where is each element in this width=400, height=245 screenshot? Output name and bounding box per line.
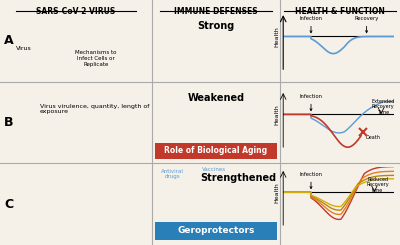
Text: C: C — [4, 198, 13, 211]
Text: Virus virulence, quantity, length of
exposure: Virus virulence, quantity, length of exp… — [40, 104, 149, 114]
Text: IMMUNE DEFENSES: IMMUNE DEFENSES — [174, 7, 258, 16]
Text: HEALTH & FUNCTION: HEALTH & FUNCTION — [295, 7, 385, 16]
Text: Antiviral
drugs: Antiviral drugs — [161, 169, 184, 179]
Text: Weakened: Weakened — [188, 93, 244, 103]
Text: Strengthened: Strengthened — [200, 173, 276, 183]
Text: Health: Health — [274, 104, 279, 125]
Text: Health: Health — [274, 26, 279, 47]
Text: Infection: Infection — [300, 94, 322, 111]
Text: SARS-CoV-2 VIRUS: SARS-CoV-2 VIRUS — [36, 7, 116, 16]
Text: Reduced
Recovery
time: Reduced Recovery time — [366, 177, 389, 193]
FancyBboxPatch shape — [155, 222, 277, 240]
Text: Health: Health — [274, 182, 279, 203]
Text: Virus: Virus — [16, 47, 32, 51]
Text: Extended
Recovery
Time: Extended Recovery Time — [372, 99, 395, 115]
Text: Vaccines: Vaccines — [202, 167, 226, 172]
Text: Mechanisms to
Infect Cells or
Replicate: Mechanisms to Infect Cells or Replicate — [75, 50, 117, 67]
Text: Role of Biological Aging: Role of Biological Aging — [164, 146, 268, 155]
Text: B: B — [4, 116, 14, 129]
Text: Infection: Infection — [300, 172, 322, 189]
Text: Recovery: Recovery — [354, 16, 379, 33]
Text: Infection: Infection — [300, 16, 322, 33]
Text: Geroprotectors: Geroprotectors — [177, 226, 255, 235]
Text: Strong: Strong — [197, 21, 235, 31]
Text: Death: Death — [366, 135, 380, 140]
Text: A: A — [4, 34, 14, 47]
FancyBboxPatch shape — [155, 143, 277, 159]
